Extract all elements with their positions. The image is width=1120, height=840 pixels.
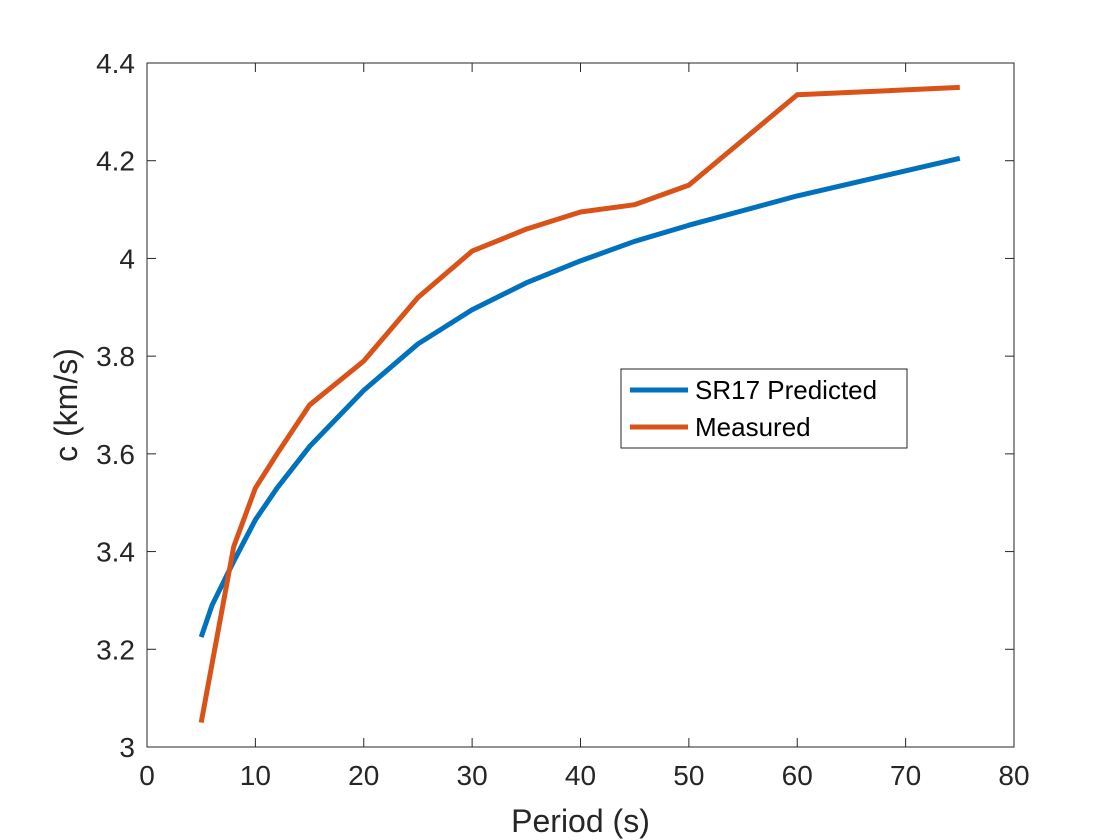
series-line-sr17-predicted [198,155,961,638]
series-line-measured [198,84,960,724]
series-layer [198,84,961,724]
x-axis-label: Period (s) [511,803,650,839]
legend-label-sr17-predicted: SR17 Predicted [695,375,877,405]
x-axis-ticks: 0 10 20 30 40 50 60 70 80 [139,63,1030,791]
x-tick-label: 10 [240,760,271,791]
y-axis-label: c (km/s) [48,348,84,462]
x-tick-label: 60 [782,760,813,791]
x-tick-label: 30 [457,760,488,791]
x-tick-label: 50 [673,760,704,791]
y-tick-label: 3.6 [96,439,135,470]
x-tick-label: 80 [998,760,1029,791]
y-axis-ticks: 3 3.2 3.4 3.6 3.8 4 4.2 4.4 [96,48,1014,763]
y-tick-label: 4 [119,243,135,274]
x-tick-label: 20 [348,760,379,791]
legend-box [620,368,908,449]
y-tick-label: 3.2 [96,634,135,665]
legend-label-measured: Measured [695,412,811,442]
x-tick-label: 0 [139,760,155,791]
y-tick-label: 4.2 [96,146,135,177]
x-tick-label: 40 [565,760,596,791]
x-tick-label: 70 [890,760,921,791]
legend: SR17 Predicted Measured [620,368,908,449]
y-tick-label: 3.8 [96,341,135,372]
y-tick-label: 3.4 [96,537,135,568]
y-tick-label: 4.4 [96,48,135,79]
y-tick-label: 3 [119,732,135,763]
